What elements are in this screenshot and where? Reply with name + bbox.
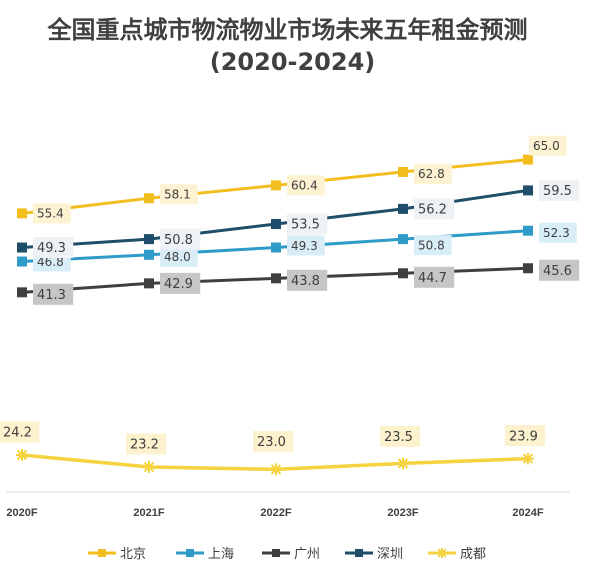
legend-marker [272,549,280,557]
data-point [523,225,533,236]
data-label-background [414,198,455,220]
data-point [522,452,534,465]
data-point [144,278,154,289]
data-label-background [0,421,40,443]
x-tick-label: 2021F [133,507,164,519]
legend-label: 广州 [294,547,320,562]
data-label-background [539,179,580,201]
data-label: 42.9 [164,277,193,292]
x-tick-label: 2020F [6,507,37,519]
data-label: 23.9 [509,429,538,444]
data-label-background [539,222,577,243]
data-point [144,249,154,260]
data-point [398,234,408,245]
data-label: 65.0 [533,139,560,153]
legend-label: 北京 [120,547,146,562]
data-label: 41.3 [37,288,66,303]
x-tick-label: 2024F [512,507,543,519]
data-label-background [160,246,198,267]
data-label-background [253,430,294,452]
data-label: 55.4 [37,207,64,221]
data-label-background [414,266,455,288]
data-label-background [380,425,421,447]
data-point [271,219,281,229]
data-label-background [414,235,452,256]
data-label: 53.5 [291,218,320,233]
data-point [398,166,408,177]
legend-label: 上海 [208,547,234,562]
data-label: 60.4 [291,179,318,193]
data-label: 23.5 [384,430,413,445]
data-label-background [160,184,198,205]
data-label: 46.8 [37,255,64,269]
data-label-background [287,235,325,256]
chart-title: 全国重点城市物流物业市场未来五年租金预测 [47,16,528,44]
data-point [17,287,27,298]
data-label: 49.3 [37,241,66,256]
legend-marker [186,549,194,557]
legend-marker [98,549,106,557]
data-point [397,457,409,470]
data-label-background [33,203,71,224]
data-label: 23.0 [257,435,286,450]
data-point [271,242,281,253]
data-point [17,256,27,267]
data-point [523,185,533,196]
chart-title-block: 全国重点城市物流物业市场未来五年租金预测 (2020-2024) [0,14,595,78]
data-point [17,208,27,219]
data-label-background [126,433,167,455]
data-label: 52.3 [543,226,570,240]
data-label: 45.6 [543,264,572,279]
data-label-background [287,269,328,291]
data-label: 24.2 [3,426,32,441]
data-point [144,193,154,204]
data-label-background [33,237,74,259]
data-label: 56.2 [418,203,447,218]
data-label: 50.8 [164,233,193,248]
data-point [270,463,282,476]
data-point [144,234,154,245]
data-point [271,180,281,191]
data-point [143,461,155,473]
data-point [398,268,408,279]
legend-label: 深圳 [377,547,403,562]
data-label: 44.7 [418,271,447,286]
data-point [523,154,533,165]
data-label: 23.2 [130,438,159,453]
data-point [271,273,281,284]
legend-marker [437,548,447,558]
data-label: 62.8 [418,167,445,181]
x-tick-label: 2023F [387,507,418,519]
data-label-background [529,135,567,156]
data-label-background [33,283,74,305]
data-label: 58.1 [164,188,191,202]
data-label-background [539,259,580,281]
legend-marker [355,549,363,557]
data-label-background [160,272,201,294]
data-label-background [505,425,546,447]
data-label-background [287,213,328,235]
data-label-background [160,228,201,250]
data-point [523,263,533,274]
data-point [16,449,28,461]
data-label: 50.8 [418,238,445,252]
data-label-background [414,163,452,184]
data-label: 49.3 [291,239,318,253]
data-label: 43.8 [291,274,320,289]
data-label: 48.0 [164,250,191,264]
x-tick-label: 2022F [260,507,291,519]
legend-label: 成都 [460,547,486,562]
chart-subtitle: (2020-2024) [209,48,376,76]
data-label-background [287,175,325,196]
data-label: 59.5 [543,184,572,199]
data-point [17,242,27,253]
data-point [398,203,408,214]
